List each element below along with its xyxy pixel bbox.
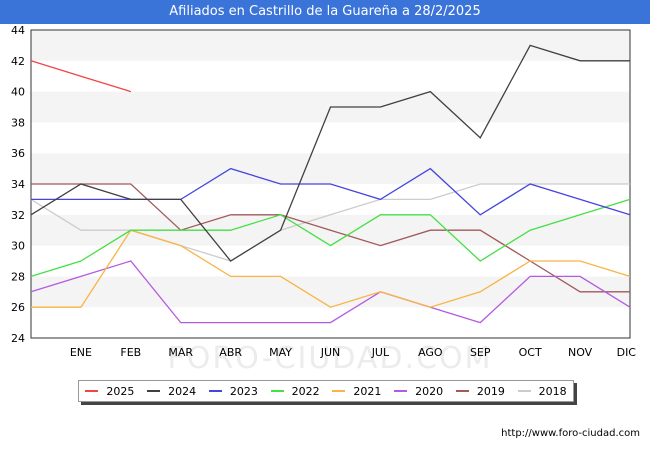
x-axis-ticks: ENE FEB MAR ABR MAY JUN JUL AGO SEP OCT NOV DIC bbox=[70, 346, 636, 359]
legend-item-2021: 2021 bbox=[332, 385, 381, 398]
y-tick-label: 40 bbox=[11, 86, 25, 99]
y-tick-label: 32 bbox=[11, 209, 25, 222]
legend-swatch bbox=[517, 390, 531, 392]
legend-item-2020: 2020 bbox=[394, 385, 443, 398]
series-line-2025 bbox=[30, 60, 132, 93]
legend-label: 2018 bbox=[538, 384, 567, 398]
series-line-2020 bbox=[30, 260, 631, 324]
legend-label: 2019 bbox=[476, 384, 505, 398]
series-line-2024 bbox=[30, 44, 630, 262]
y-tick-label: 26 bbox=[11, 301, 25, 314]
legend-swatch bbox=[455, 390, 469, 392]
legend-swatch bbox=[85, 390, 99, 392]
x-tick-label: AGO bbox=[418, 346, 443, 359]
legend-item-2025: 2025 bbox=[85, 385, 134, 398]
x-tick-label: SEP bbox=[470, 346, 491, 359]
x-tick-label: FEB bbox=[120, 346, 141, 359]
y-tick-label: 34 bbox=[11, 178, 25, 191]
legend-label: 2024 bbox=[168, 384, 197, 398]
grid-band bbox=[31, 60, 630, 92]
y-tick-label: 42 bbox=[11, 55, 25, 68]
legend-swatch bbox=[332, 390, 346, 392]
x-tick-label: DIC bbox=[617, 346, 637, 359]
legend-item-2022: 2022 bbox=[270, 384, 320, 398]
legend-label: 2022 bbox=[291, 384, 320, 398]
x-tick-label: JUL bbox=[371, 346, 390, 359]
footer-url: http://www.foro-ciudad.com bbox=[501, 428, 640, 439]
x-tick-label: ABR bbox=[219, 346, 242, 359]
x-tick-label: MAY bbox=[269, 346, 292, 359]
y-tick-label: 24 bbox=[11, 332, 25, 345]
x-tick-label: JUN bbox=[320, 346, 341, 359]
legend-item-2019: 2019 bbox=[455, 384, 505, 398]
legend-item-2018: 2018 bbox=[517, 384, 567, 398]
y-tick-label: 30 bbox=[11, 240, 25, 253]
y-tick-label: 28 bbox=[11, 270, 25, 283]
watermark: FORO-CIUDAD.COM bbox=[168, 341, 493, 376]
x-tick-label: ENE bbox=[70, 346, 92, 359]
grid-band bbox=[31, 276, 630, 308]
x-tick-label: MAR bbox=[168, 346, 193, 359]
y-axis-ticks: 24 26 28 30 32 34 36 38 40 42 44 bbox=[11, 24, 25, 345]
y-tick-label: 36 bbox=[11, 147, 25, 160]
series-line-2022 bbox=[30, 198, 631, 278]
y-tick-label: 38 bbox=[11, 116, 25, 129]
legend-item-2023: 2023 bbox=[208, 384, 258, 398]
legend-swatch bbox=[394, 390, 408, 392]
legend-item-2024: 2024 bbox=[147, 385, 196, 398]
chart-title: Afiliados en Castrillo de la Guareña a 2… bbox=[0, 0, 650, 24]
legend-swatch bbox=[208, 390, 222, 392]
legend-label: 2020 bbox=[415, 384, 444, 398]
legend-swatch bbox=[270, 390, 284, 392]
legend: 2025 2024 2023 2022 2021 2020 2019 2018 bbox=[78, 380, 574, 402]
series-lines bbox=[30, 44, 631, 324]
legend-swatch bbox=[147, 390, 161, 392]
grid-band bbox=[31, 122, 630, 154]
legend-label: 2021 bbox=[353, 384, 382, 398]
x-tick-label: NOV bbox=[568, 346, 593, 359]
grid-band bbox=[31, 30, 630, 61]
grid-band bbox=[31, 153, 630, 184]
y-tick-label: 44 bbox=[11, 24, 25, 37]
legend-label: 2023 bbox=[229, 384, 258, 398]
legend-label: 2025 bbox=[106, 384, 135, 398]
x-tick-label: OCT bbox=[519, 346, 542, 359]
